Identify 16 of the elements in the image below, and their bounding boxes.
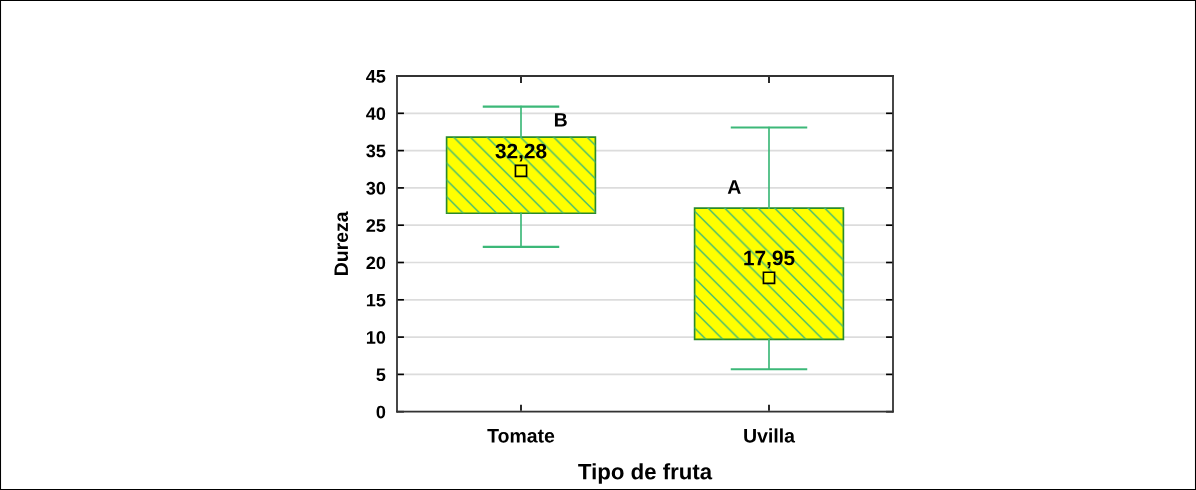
x-axis-title: Tipo de fruta: [578, 463, 713, 484]
y-axis-title: Dureza: [334, 211, 349, 275]
y-tick-label: 45: [366, 70, 386, 83]
y-tick-label: 0: [376, 405, 386, 419]
y-tick-label: 40: [366, 107, 386, 121]
annotation: B: [554, 113, 567, 127]
y-tick-label: 10: [366, 331, 386, 344]
y-tick-label: 5: [376, 368, 386, 382]
y-tick-label: 15: [366, 293, 386, 307]
y-tick-label: 25: [366, 219, 386, 232]
y-tick-label: 30: [366, 181, 386, 195]
annotation: A: [727, 180, 741, 194]
x-tick-label: Uvilla: [744, 428, 796, 443]
x-tick-label: Tomate: [487, 429, 555, 443]
y-tick-label: 20: [366, 256, 386, 270]
y-tick-label: 35: [366, 144, 386, 158]
